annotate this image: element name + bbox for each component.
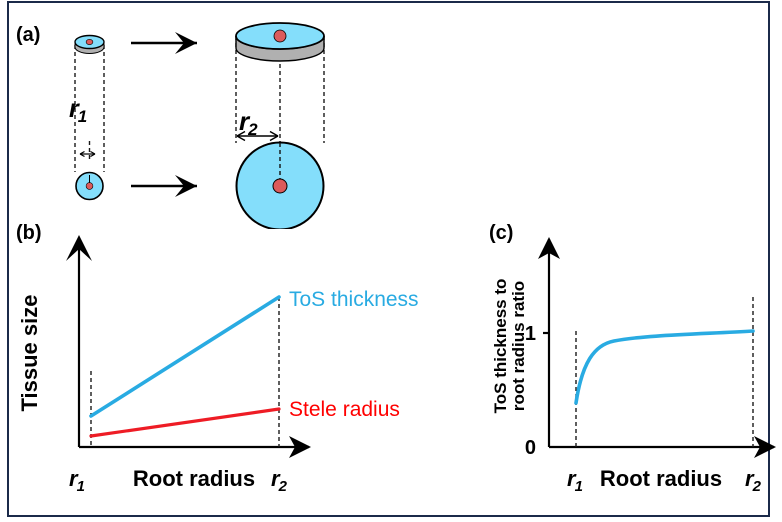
- svg-text:Root radius: Root radius: [133, 466, 255, 491]
- svg-text:Tissue size: Tissue size: [17, 295, 42, 412]
- svg-text:r2: r2: [271, 466, 288, 495]
- svg-text:root radius ratio: root radius ratio: [509, 281, 528, 411]
- svg-text:1: 1: [525, 323, 536, 345]
- svg-text:r1: r1: [567, 466, 583, 495]
- svg-text:r1: r1: [69, 95, 87, 126]
- svg-text:ToS thickness: ToS thickness: [289, 288, 419, 311]
- svg-text:Stele radius: Stele radius: [289, 398, 400, 421]
- svg-text:r1: r1: [69, 466, 85, 495]
- svg-text:Root radius: Root radius: [600, 466, 722, 491]
- svg-text:ToS thickness to: ToS thickness to: [491, 279, 510, 414]
- svg-text:r2: r2: [745, 466, 762, 495]
- svg-text:0: 0: [525, 437, 536, 459]
